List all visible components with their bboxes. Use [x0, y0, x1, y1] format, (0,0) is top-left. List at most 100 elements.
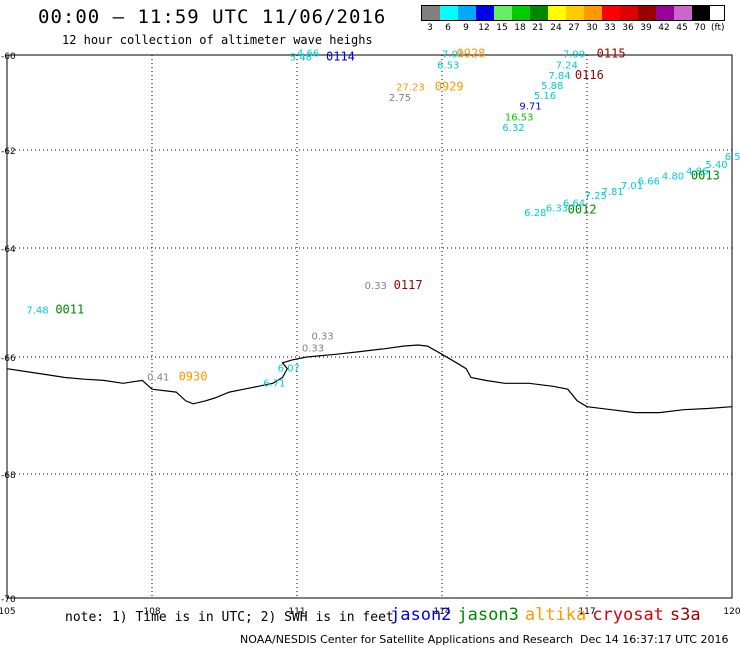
- legend-swatch-39: [638, 6, 656, 20]
- mission-jason3: jason3: [457, 605, 519, 625]
- lat-tick-label--68: -68: [1, 471, 16, 481]
- legend-swatch-9: [458, 6, 476, 20]
- swh-label: 6.28: [524, 208, 546, 219]
- legend-label-12: 12: [478, 23, 490, 33]
- swh-label: 4.86: [686, 167, 708, 178]
- mission-s3a: s3a: [669, 605, 701, 625]
- swh-label: 5.16: [534, 91, 556, 102]
- mission-cryosat: cryosat: [592, 605, 664, 625]
- swh-label: 16.53: [505, 113, 534, 124]
- legend-label-39: 39: [640, 23, 652, 33]
- swh-label: 9.71: [519, 102, 541, 113]
- pass-time-label: 0928: [457, 46, 486, 60]
- pass-time-label: 0115: [597, 46, 626, 60]
- lat-tick-label--70: -70: [1, 595, 16, 605]
- swh-label: 0.33: [365, 281, 387, 292]
- swh-label: 6.33: [546, 203, 568, 214]
- lat-tick-label--64: -64: [1, 245, 16, 255]
- generated-timestamp: Dec 14 16:37:17 UTC 2016: [580, 633, 729, 646]
- legend-label-27: 27: [568, 23, 580, 33]
- swh-label: 5.88: [541, 81, 563, 92]
- swh-label: 5.40: [705, 160, 727, 171]
- legend-label-21: 21: [532, 23, 544, 33]
- legend-swatch-18: [512, 6, 530, 20]
- legend-swatch-15: [494, 6, 512, 20]
- pass-time-label: 0116: [575, 68, 604, 82]
- legend-swatch-27: [566, 6, 584, 20]
- legend-swatch-30: [584, 6, 602, 20]
- swh-label: 7.24: [556, 60, 578, 71]
- lat-tick-label--62: -62: [1, 147, 16, 157]
- swh-label: 7.01: [621, 181, 643, 192]
- legend-label-42: 42: [658, 23, 670, 33]
- lat-tick-label--66: -66: [1, 354, 16, 364]
- lon-tick-label-108: 108: [143, 607, 160, 617]
- legend-swatch-70: [692, 6, 710, 20]
- legend-label-30: 30: [586, 23, 598, 33]
- wave-height-color-legend: 3 6 9 12 15 18 21 24 27 30 33 36 39 42 45 70 (ft): [421, 5, 725, 33]
- swh-label: 6.32: [502, 123, 524, 134]
- legend-unit: (ft): [711, 23, 725, 33]
- footer-note: note: 1) Time is in UTC; 2) SWH is in fe…: [65, 610, 394, 625]
- mission-jason2: jason2: [390, 605, 452, 625]
- mission-altika: altika: [524, 605, 587, 625]
- antarctic-coastline: [6, 344, 733, 414]
- legend-label-3: 3: [427, 23, 433, 33]
- legend-swatch-12: [476, 6, 494, 20]
- lon-tick-label-105: 105: [0, 607, 16, 617]
- swh-label: 6.07: [278, 364, 300, 375]
- legend-label-15: 15: [496, 23, 508, 33]
- legend-swatch-33: [602, 6, 620, 20]
- pass-time-label: 0930: [179, 369, 208, 383]
- swh-label: 4.80: [662, 171, 684, 182]
- legend-swatch-24: [548, 6, 566, 20]
- page-subtitle: 12 hour collection of altimeter wave hei…: [62, 33, 373, 47]
- pass-time-label: 0929: [435, 80, 464, 94]
- legend-labels: 3 6 9 12 15 18 21 24 27 30 33 36 39 42 45 70 (ft): [421, 23, 725, 33]
- swh-label: 0.33: [312, 332, 334, 343]
- credit-line: NOAA/NESDIS Center for Satellite Applica…: [240, 633, 574, 646]
- legend-swatch-3: [422, 6, 440, 20]
- swh-label: 27.23: [396, 83, 425, 94]
- swh-label: 6.64: [563, 198, 585, 209]
- lon-tick-label-117: 117: [578, 607, 595, 617]
- legend-swatches: [421, 5, 725, 21]
- legend-swatch-45: [674, 6, 692, 20]
- swh-label: 6.53: [437, 60, 459, 71]
- legend-label-70: 70: [694, 23, 706, 33]
- lat-tick-label--60: -60: [1, 52, 16, 62]
- swh-label: 0.41: [147, 372, 169, 383]
- swh-label: 6.54: [725, 152, 740, 163]
- swh-label: 4.66: [297, 48, 319, 59]
- swh-label: 7.99: [563, 49, 585, 60]
- legend-swatch-6: [440, 6, 458, 20]
- swh-label: 7.25: [585, 191, 607, 202]
- swh-label: 2.75: [389, 93, 411, 104]
- lon-tick-label-120: 120: [723, 607, 740, 617]
- legend-label-18: 18: [514, 23, 526, 33]
- mission-legend: jason2 jason3 altika cryosat s3a: [390, 605, 707, 625]
- legend-label-24: 24: [550, 23, 562, 33]
- swh-label: 0.33: [302, 344, 324, 355]
- pass-time-label: 0117: [394, 278, 423, 292]
- legend-swatch-21: [530, 6, 548, 20]
- map-frame: [6, 54, 733, 599]
- lon-tick-label-114: 114: [433, 607, 450, 617]
- legend-swatch-42: [656, 6, 674, 20]
- legend-label-6: 6: [445, 23, 451, 33]
- pass-time-label: 0011: [55, 302, 84, 316]
- swh-label: 7.81: [602, 187, 624, 198]
- legend-label-45: 45: [676, 23, 688, 33]
- swh-label: 5.48: [290, 53, 312, 64]
- swh-label: 6.71: [263, 378, 285, 389]
- pass-time-label: 0013: [691, 168, 720, 182]
- legend-label-9: 9: [463, 23, 469, 33]
- legend-label-36: 36: [622, 23, 634, 33]
- swh-label: 7.84: [548, 71, 570, 82]
- swh-label: 7.03: [442, 49, 464, 60]
- page-title: 00:00 – 11:59 UTC 11/06/2016: [38, 6, 387, 28]
- lon-tick-label-111: 111: [288, 607, 305, 617]
- swh-label: 6.66: [638, 176, 660, 187]
